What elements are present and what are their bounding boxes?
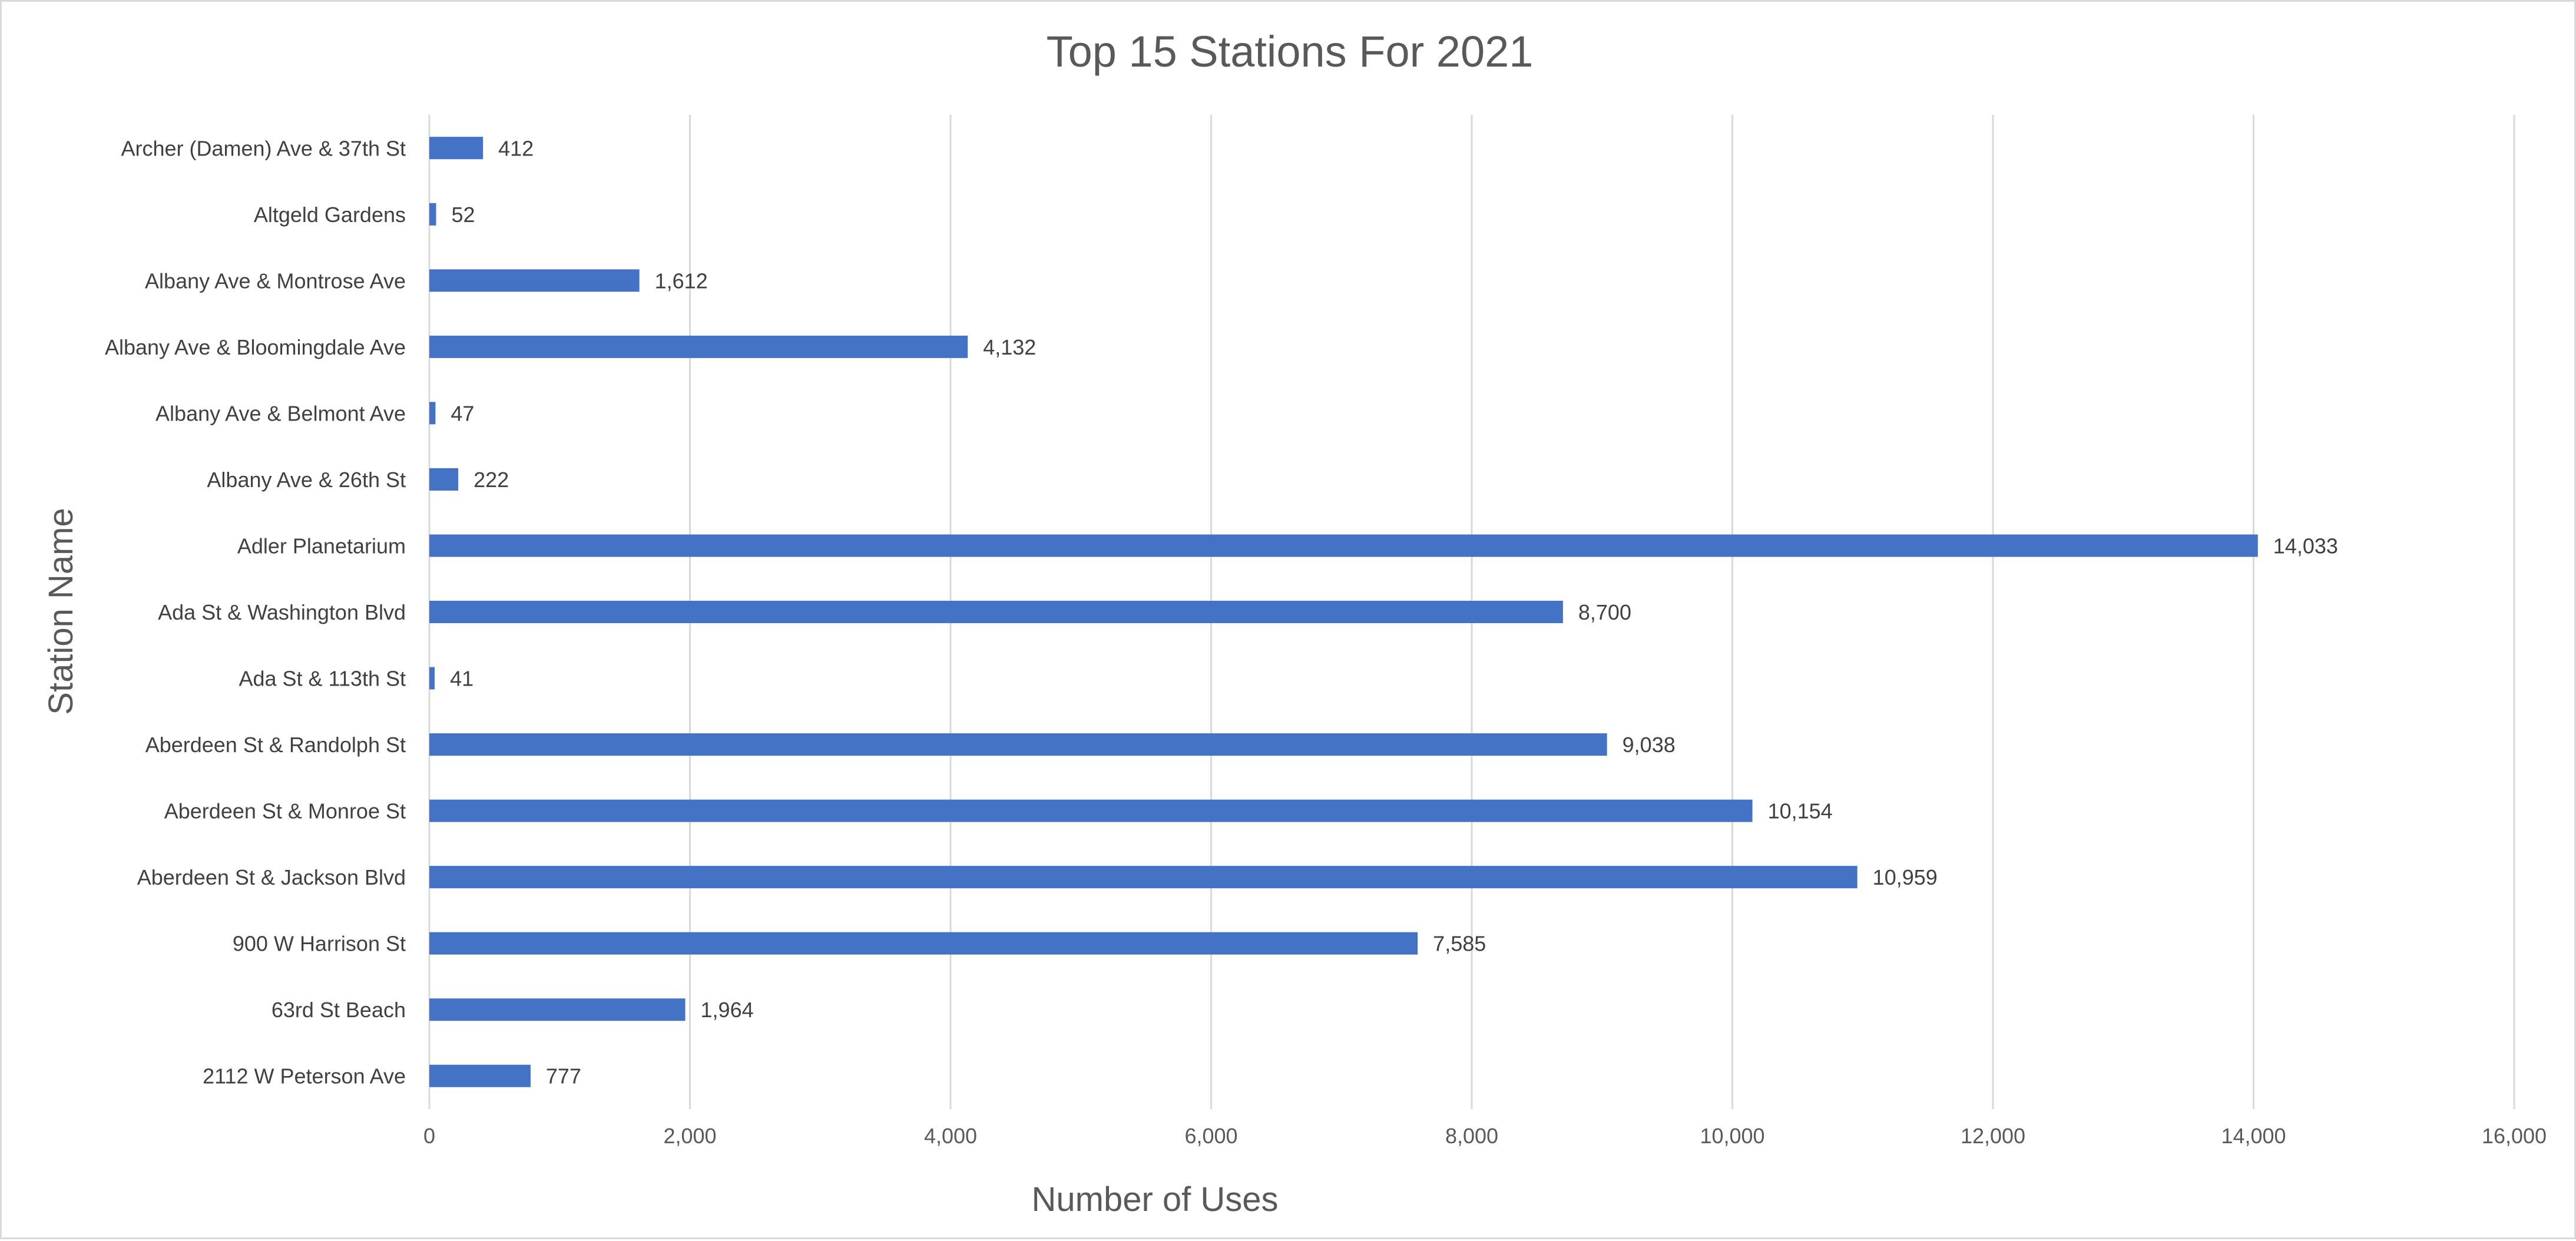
- data-label: 9,038: [1623, 733, 1676, 757]
- data-label: 8,700: [1578, 600, 1631, 624]
- category-label: 900 W Harrison St: [233, 932, 406, 956]
- bar: [429, 335, 968, 358]
- bar: [429, 866, 1857, 889]
- category-label: Albany Ave & 26th St: [207, 468, 406, 492]
- data-label: 4,132: [983, 335, 1036, 359]
- chart-title: Top 15 Stations For 2021: [1047, 27, 1534, 76]
- data-label: 222: [474, 468, 509, 492]
- bar: [429, 1064, 531, 1087]
- bar: [429, 402, 436, 425]
- category-label: Albany Ave & Bloomingdale Ave: [105, 335, 406, 359]
- bar: [429, 203, 436, 226]
- x-tick-label: 0: [423, 1124, 435, 1148]
- data-label: 777: [546, 1064, 581, 1088]
- data-label: 10,154: [1768, 799, 1833, 823]
- category-label: Aberdeen St & Monroe St: [164, 799, 406, 823]
- bar: [429, 468, 459, 491]
- bar: [429, 733, 1607, 756]
- data-label: 52: [452, 203, 475, 227]
- x-tick-label: 14,000: [2221, 1124, 2286, 1148]
- data-label: 1,964: [701, 998, 754, 1022]
- category-label: Albany Ave & Montrose Ave: [145, 269, 406, 293]
- bar: [429, 667, 435, 690]
- x-tick-label: 8,000: [1445, 1124, 1498, 1148]
- bar: [429, 998, 686, 1021]
- data-label: 47: [451, 401, 474, 425]
- x-tick-label: 16,000: [2482, 1124, 2547, 1148]
- bar: [429, 137, 484, 160]
- category-label: Adler Planetarium: [237, 534, 406, 558]
- bar: [429, 799, 1753, 822]
- category-label: 63rd St Beach: [271, 998, 406, 1022]
- x-tick-label: 12,000: [1961, 1124, 2025, 1148]
- bars: [429, 137, 2258, 1087]
- data-label: 1,612: [655, 269, 708, 293]
- x-tick-label: 4,000: [924, 1124, 977, 1148]
- data-label: 412: [498, 136, 534, 160]
- bar: [429, 269, 640, 292]
- category-label: Altgeld Gardens: [254, 203, 406, 227]
- category-label: Aberdeen St & Randolph St: [145, 733, 406, 757]
- category-label: Archer (Damen) Ave & 37th St: [121, 136, 406, 160]
- data-label: 14,033: [2273, 534, 2338, 558]
- data-label: 7,585: [1433, 932, 1486, 956]
- data-labels: 412 52 1,612 4,132 47 222 14,033 8,700 41 9,038 10…: [450, 136, 2338, 1088]
- category-label: Aberdeen St & Jackson Blvd: [137, 865, 406, 889]
- category-label: Ada St & 113th St: [239, 667, 406, 691]
- category-label: Albany Ave & Belmont Ave: [155, 401, 406, 425]
- data-label: 10,959: [1873, 865, 1938, 889]
- x-tick-label: 2,000: [663, 1124, 716, 1148]
- bar: [429, 601, 1563, 623]
- x-tick-label: 6,000: [1184, 1124, 1237, 1148]
- category-label: 2112 W Peterson Ave: [203, 1064, 406, 1088]
- bar: [429, 534, 2258, 557]
- x-tick-labels: 0 2,000 4,000 6,000 8,000 10,000 12,000 14,000 1…: [423, 1124, 2547, 1148]
- x-tick-label: 10,000: [1700, 1124, 1764, 1148]
- y-axis-title: Station Name: [42, 508, 80, 714]
- category-labels: Archer (Damen) Ave & 37th St Altgeld Gard…: [105, 136, 406, 1088]
- bar: [429, 932, 1418, 955]
- x-axis-title: Number of Uses: [1031, 1180, 1278, 1219]
- data-label: 41: [450, 667, 474, 691]
- category-label: Ada St & Washington Blvd: [158, 600, 406, 624]
